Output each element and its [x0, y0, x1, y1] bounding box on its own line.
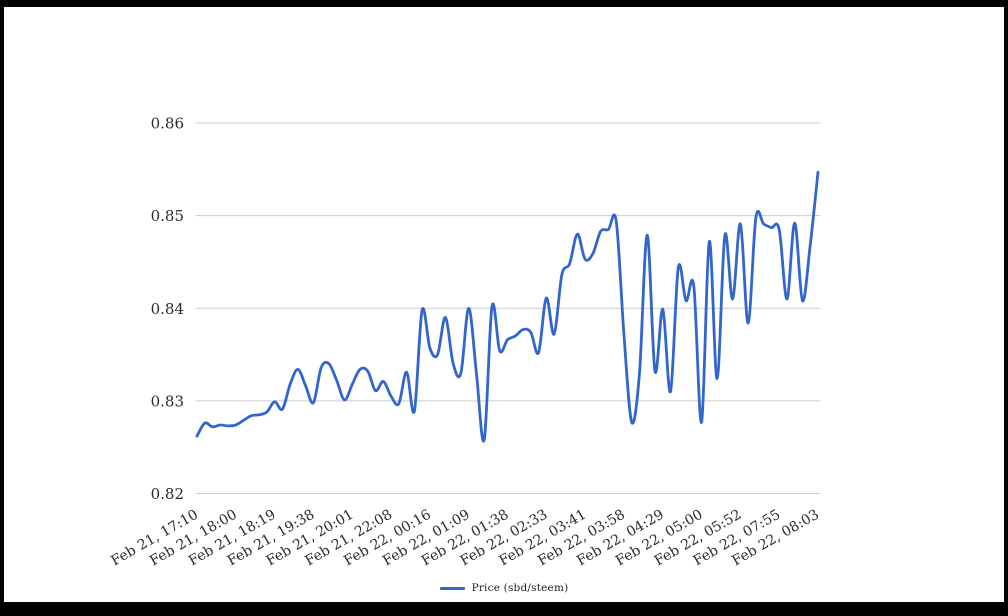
y-axis-label: 0.82 [151, 485, 184, 503]
y-axis-label: 0.84 [151, 300, 184, 318]
chart-canvas [4, 7, 1004, 602]
legend-label: Price (sbd/steem) [471, 582, 569, 594]
gridlines [196, 122, 820, 494]
legend: Price (sbd/steem) [0, 582, 1008, 594]
y-axis-label: 0.86 [151, 115, 184, 133]
y-axis-labels: 0.82 0.83 0.84 0.85 0.86 [151, 115, 184, 504]
series-group [195, 170, 820, 443]
legend-line-swatch [439, 586, 465, 590]
price-series-line [195, 170, 820, 443]
y-axis-label: 0.83 [151, 392, 184, 410]
y-axis-label: 0.85 [151, 207, 184, 225]
